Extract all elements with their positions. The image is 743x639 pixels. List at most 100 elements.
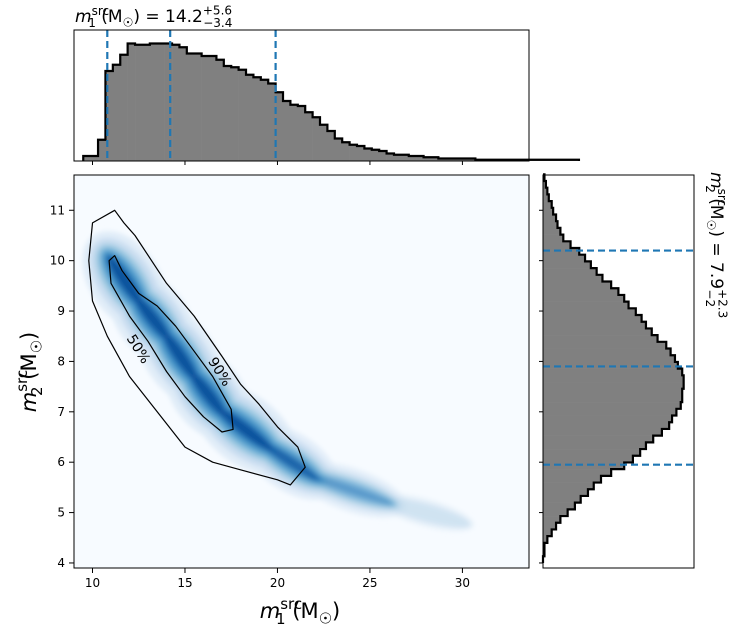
joint-density-blob: [108, 257, 142, 305]
top-histogram-bar: [393, 154, 402, 161]
right-histogram-bar: [543, 489, 588, 497]
joint-x-ticks: 10 15 20 25 30: [85, 568, 470, 590]
joint-background: [74, 175, 529, 568]
top-histogram-bar: [408, 156, 417, 161]
top-histogram-bar: [238, 69, 247, 161]
joint-x-tick-label: 30: [455, 576, 470, 590]
right-histogram-bars: [543, 174, 684, 557]
top-histogram-outline: [82, 42, 581, 161]
right-histogram-bar: [543, 180, 546, 188]
joint-density-heatmap: [82, 231, 475, 532]
top-histogram-bar: [149, 43, 158, 161]
top-histogram-bar: [186, 53, 195, 161]
top-histogram-bar: [135, 44, 143, 161]
right-histogram-bar: [543, 328, 652, 336]
top-histogram-bar: [105, 71, 114, 161]
right-histogram-bar: [543, 335, 658, 343]
right-histogram-bar: [543, 234, 564, 242]
right-histogram-bar: [543, 408, 677, 416]
joint-y-tick-label: 9: [57, 304, 65, 318]
top-histogram-bar: [423, 157, 432, 161]
top-histogram-bars: [83, 43, 580, 161]
right-histogram-bar: [543, 482, 594, 490]
top-histogram-bar: [327, 131, 336, 161]
joint-density-blob: [163, 332, 198, 381]
top-histogram-bar: [401, 154, 410, 161]
right-histogram-bar: [543, 254, 586, 262]
top-marginal-title: msrc 1 (M☉) = 14.2+5.6 −3.4: [75, 3, 232, 30]
joint-x-tick-label: 10: [85, 576, 100, 590]
top-histogram-bar: [356, 146, 365, 161]
joint-y-tick-label: 8: [57, 354, 65, 368]
top-histogram-bar: [90, 156, 99, 161]
right-histogram-bar: [543, 207, 554, 215]
top-histogram-bar: [386, 153, 395, 161]
joint-y-tick-label: 11: [50, 203, 65, 217]
top-histogram-bar: [164, 43, 173, 161]
right-histogram-bar: [543, 442, 646, 450]
right-histogram-bar: [543, 455, 633, 463]
top-histogram-bar: [305, 112, 313, 161]
top-histogram-bar: [231, 67, 239, 161]
right-histogram-bar: [543, 495, 581, 503]
right-histogram-bar: [543, 435, 654, 443]
right-marginal-title: msrc2 (M☉) = 7.9+2.3−2: [703, 172, 730, 318]
top-histogram-bar: [297, 106, 306, 161]
right-histogram-bar: [543, 422, 670, 430]
top-histogram-bar: [416, 156, 424, 161]
top-histogram-bar: [364, 148, 373, 161]
right-histogram-bar: [543, 469, 612, 477]
top-histogram-bar: [312, 117, 321, 161]
right-y-ticks: [539, 209, 543, 564]
right-quantile-lines: [543, 249, 694, 466]
top-histogram-bar: [157, 43, 165, 161]
right-histogram-bar: [543, 355, 675, 363]
joint-x-tick-label: 15: [177, 576, 192, 590]
top-histogram-bar: [371, 149, 380, 161]
joint-y-ticks: 4 5 6 7 8 9 10 11: [50, 203, 74, 570]
top-marginal-panel: msrc 1 (M☉) = 14.2+5.6 −3.4: [73, 3, 581, 165]
top-histogram-bar: [445, 158, 454, 161]
top-histogram-bar: [283, 101, 291, 161]
top-histogram-bar: [275, 92, 284, 161]
top-histogram-bar: [460, 158, 469, 161]
joint-x-tick-label: 20: [270, 576, 285, 590]
right-histogram-bar: [543, 221, 558, 229]
top-axes-frame: [73, 29, 530, 162]
right-histogram-bar: [543, 522, 557, 530]
right-histogram-bar: [543, 462, 625, 470]
right-histogram-bar: [543, 402, 681, 410]
right-histogram-bar: [543, 475, 601, 483]
right-histogram-bar: [543, 428, 662, 436]
right-histogram-bar: [543, 201, 552, 209]
right-histogram-bar: [543, 502, 575, 510]
right-histogram-bar: [543, 341, 667, 349]
top-histogram-bar: [467, 158, 476, 161]
top-histogram-bar: [112, 64, 121, 161]
right-marginal-panel: msrc2 (M☉) = 7.9+2.3−2: [539, 172, 730, 569]
joint-density-blob: [265, 444, 318, 480]
top-histogram-bar: [194, 53, 202, 161]
right-histogram-bar: [543, 294, 625, 302]
top-histogram-bar: [438, 158, 447, 161]
right-histogram-bar: [543, 415, 673, 423]
right-histogram-bar: [543, 449, 641, 457]
joint-y-tick-label: 10: [50, 254, 65, 268]
joint-density-blob: [191, 373, 225, 416]
right-histogram-bar: [543, 261, 591, 269]
top-histogram-bar: [319, 124, 328, 161]
right-histogram-bar: [543, 268, 597, 276]
top-histogram-bar: [290, 104, 299, 161]
top-histogram-bar: [98, 139, 106, 161]
joint-axes-frame: [73, 174, 530, 569]
right-histogram-bar: [543, 315, 642, 323]
right-histogram-bar: [543, 274, 603, 282]
top-histogram-bar: [342, 142, 350, 161]
top-histogram-bar: [430, 157, 439, 161]
right-histogram-bar: [543, 375, 684, 383]
top-histogram-bar: [223, 66, 232, 161]
right-histogram-bar: [543, 368, 683, 376]
right-histogram-bar: [543, 214, 557, 222]
joint-x-tick-label: 25: [362, 576, 377, 590]
